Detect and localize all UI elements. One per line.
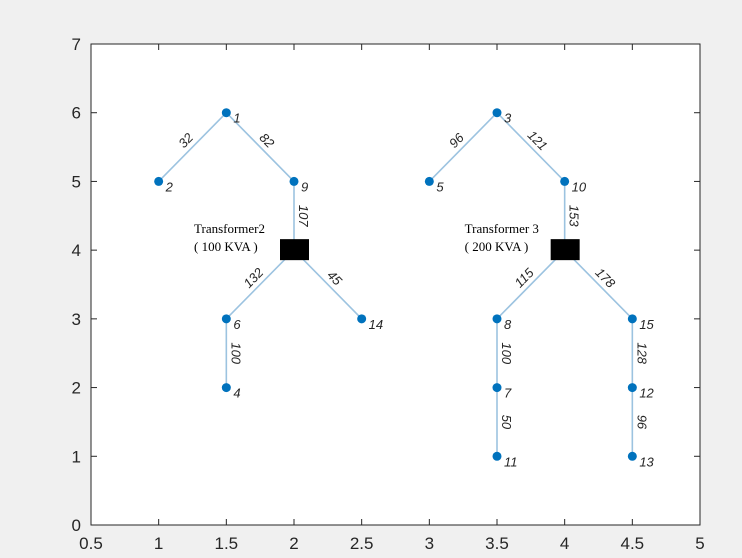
x-tick-label: 2 bbox=[289, 534, 298, 553]
edge-weight-label: 100 bbox=[499, 342, 514, 364]
node-point bbox=[492, 451, 502, 461]
edge-line bbox=[428, 112, 498, 182]
x-tick-label: 1 bbox=[154, 534, 163, 553]
node-label: 8 bbox=[504, 317, 512, 332]
y-tick-label: 7 bbox=[72, 35, 81, 54]
y-tick-label: 3 bbox=[72, 310, 81, 329]
transformer-box bbox=[280, 239, 309, 261]
edge-weight-label: 153 bbox=[567, 205, 582, 227]
edge-weight-label: 50 bbox=[499, 415, 514, 430]
node-point bbox=[492, 314, 502, 324]
node-label: 9 bbox=[301, 179, 308, 194]
y-tick-label: 0 bbox=[72, 516, 81, 535]
node-point bbox=[154, 176, 164, 186]
node-label: 4 bbox=[233, 386, 240, 401]
edge-weight-label: 96 bbox=[634, 415, 649, 430]
x-axis-ticks: 0.5 1 1.5 2 2.5 3 3.5 4 4.5 5 bbox=[79, 44, 705, 553]
x-tick-label: 4 bbox=[560, 534, 569, 553]
node-point bbox=[492, 108, 502, 118]
x-tick-label: 4.5 bbox=[621, 534, 645, 553]
y-tick-label: 1 bbox=[72, 447, 81, 466]
edge-line bbox=[496, 112, 566, 182]
node-label: 11 bbox=[504, 454, 518, 469]
node-point bbox=[289, 176, 299, 186]
node-label: 15 bbox=[639, 317, 654, 332]
edge-line bbox=[564, 249, 633, 320]
y-tick-label: 2 bbox=[72, 379, 81, 398]
x-tick-label: 1.5 bbox=[215, 534, 239, 553]
node-point bbox=[221, 314, 231, 324]
edge-weight-label: 128 bbox=[634, 342, 649, 364]
node-label: 12 bbox=[639, 386, 654, 401]
node-label: 14 bbox=[369, 317, 383, 332]
x-tick-label: 0.5 bbox=[79, 534, 103, 553]
y-tick-label: 6 bbox=[72, 104, 81, 123]
edge-weight-label: 107 bbox=[296, 205, 311, 227]
node-label: 5 bbox=[436, 179, 444, 194]
edge-line bbox=[225, 112, 295, 182]
node-label: 1 bbox=[233, 111, 240, 126]
edges bbox=[158, 112, 634, 457]
node-label: 2 bbox=[165, 179, 174, 194]
transformer-name: Transformer 3 bbox=[465, 221, 539, 236]
node-point bbox=[492, 383, 502, 393]
x-tick-label: 3 bbox=[425, 534, 434, 553]
y-tick-label: 5 bbox=[72, 172, 81, 191]
edge-line bbox=[496, 249, 566, 320]
node-point bbox=[627, 314, 637, 324]
node-label: 10 bbox=[572, 179, 587, 194]
x-tick-label: 2.5 bbox=[350, 534, 374, 553]
x-tick-label: 3.5 bbox=[485, 534, 509, 553]
y-tick-label: 4 bbox=[72, 241, 81, 260]
edge-weight-label: 100 bbox=[228, 342, 243, 364]
axes-box bbox=[90, 43, 701, 526]
transformers: Transformer2 ( 100 KVA ) Transformer 3 ( 20… bbox=[194, 221, 580, 261]
edge-line bbox=[293, 249, 363, 320]
node-label: 13 bbox=[639, 454, 654, 469]
node-point bbox=[221, 383, 231, 393]
node-label: 3 bbox=[504, 111, 512, 126]
edge-line bbox=[225, 249, 295, 320]
transformer-rating: ( 100 KVA ) bbox=[194, 239, 258, 254]
node-point bbox=[424, 176, 434, 186]
transformer-rating: ( 200 KVA ) bbox=[465, 239, 529, 254]
node-point bbox=[357, 314, 367, 324]
node-point bbox=[627, 383, 637, 393]
node-label: 7 bbox=[504, 386, 512, 401]
node-point bbox=[221, 108, 231, 118]
x-tick-label: 5 bbox=[695, 534, 704, 553]
edge-line bbox=[158, 112, 227, 182]
nodes bbox=[154, 108, 637, 461]
node-point bbox=[560, 176, 570, 186]
transformer-name: Transformer2 bbox=[194, 221, 265, 236]
transformer-box bbox=[550, 239, 580, 261]
node-label: 6 bbox=[233, 317, 241, 332]
node-point bbox=[627, 451, 637, 461]
